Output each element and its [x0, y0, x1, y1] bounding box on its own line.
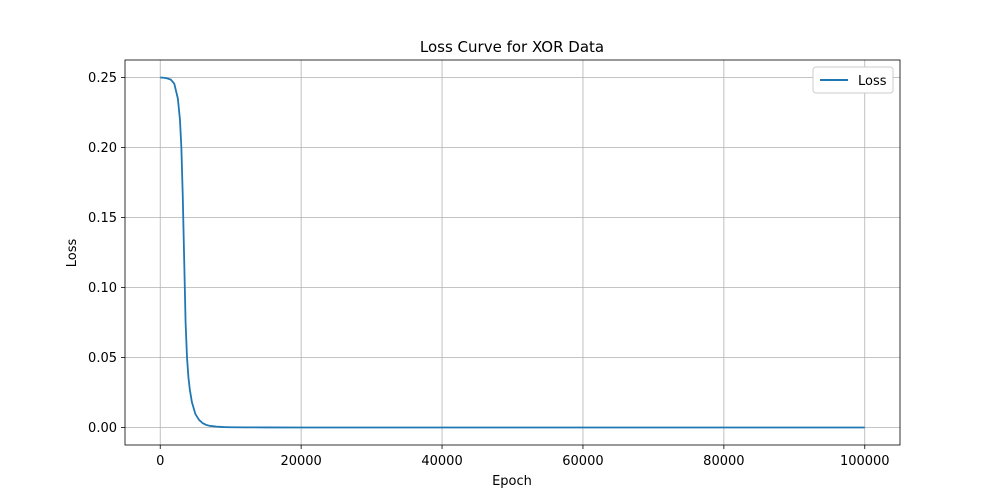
y-tick-label: 0.25	[88, 71, 117, 86]
x-tick-label: 40000	[421, 454, 462, 469]
series-layer	[160, 76, 865, 429]
legend-label-loss: Loss	[858, 74, 887, 89]
y-tick-label: 0.20	[88, 141, 117, 156]
y-tick-label: 0.15	[88, 211, 117, 226]
y-axis-label: Loss	[65, 239, 80, 268]
x-tick-label: 60000	[562, 454, 603, 469]
plot-frame	[124, 59, 901, 446]
x-tick-label: 100000	[840, 454, 890, 469]
x-tick-label: 20000	[280, 454, 321, 469]
x-tick-label: 0	[156, 454, 164, 469]
x-tick-label: 80000	[703, 454, 744, 469]
grid-layer	[125, 60, 900, 445]
legend: Loss	[812, 66, 894, 94]
chart-title: Loss Curve for XOR Data	[420, 38, 604, 56]
series-line-loss	[160, 76, 865, 429]
y-axis: 0.00 0.05 0.10 0.15 0.20 0.25	[88, 71, 125, 436]
y-tick-label: 0.10	[88, 281, 117, 296]
legend-box	[812, 66, 894, 94]
x-axis-label: Epoch	[492, 474, 532, 489]
y-tick-label: 0.05	[88, 351, 117, 366]
y-tick-label: 0.00	[88, 421, 117, 436]
x-axis: 0 20000 40000 60000 80000 100000	[156, 445, 890, 469]
